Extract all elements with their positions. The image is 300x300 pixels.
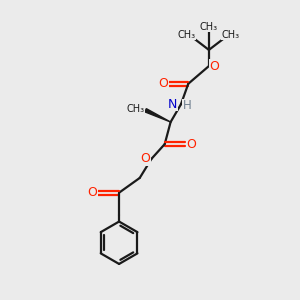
Text: CH₃: CH₃: [200, 22, 218, 32]
Text: N: N: [168, 98, 177, 111]
Text: CH₃: CH₃: [126, 104, 144, 114]
Text: H: H: [183, 99, 192, 112]
Text: O: O: [88, 186, 98, 199]
Text: O: O: [186, 138, 196, 151]
Text: CH₃: CH₃: [222, 30, 240, 40]
Text: O: O: [209, 60, 219, 73]
Text: O: O: [158, 77, 168, 90]
Text: O: O: [141, 152, 151, 165]
Text: CH₃: CH₃: [178, 30, 196, 40]
Polygon shape: [145, 109, 171, 122]
